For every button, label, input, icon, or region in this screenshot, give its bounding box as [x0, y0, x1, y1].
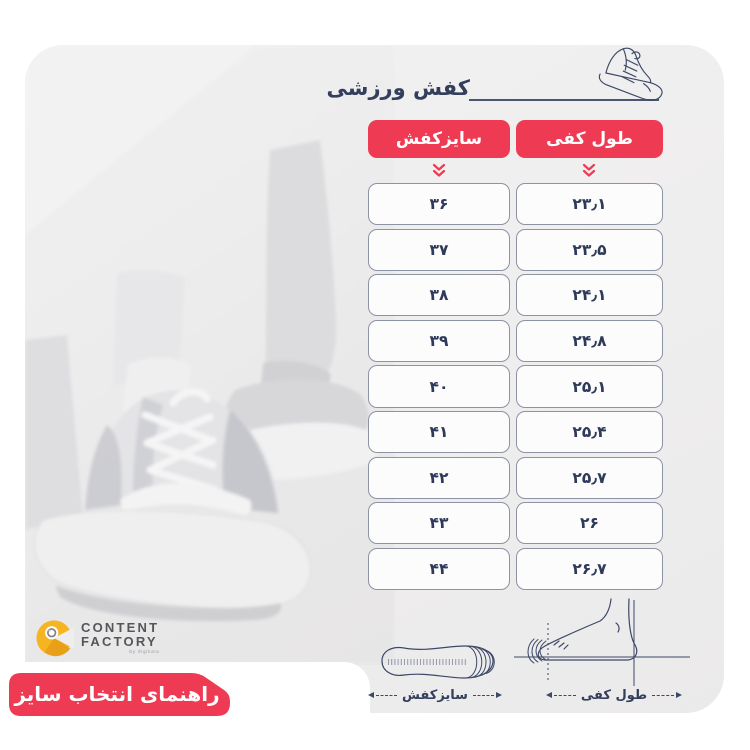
table-row: ۴۰ ۲۵٫۱ [368, 365, 663, 408]
column-header-insole-length: طول کفی [516, 120, 663, 158]
measure-label-text: سایزکفش [402, 687, 468, 703]
banner-ribbon [9, 673, 230, 716]
content-factory-logo: CONTENT FACTORY by digikala [36, 619, 159, 657]
size-cell: ۴۴ [368, 547, 510, 591]
measure-dash [472, 694, 494, 696]
length-cell: ۲۳٫۵ [516, 228, 663, 271]
size-cell: ۳۶ [368, 183, 510, 226]
logo-byline: by digikala [129, 650, 160, 655]
size-cell: ۴۳ [368, 502, 510, 545]
length-cell: ۲۶٫۷ [516, 547, 663, 591]
foot-side-view-icon [514, 598, 690, 686]
logo-line2: FACTORY [81, 634, 158, 649]
table-row: ۳۹ ۲۴٫۸ [368, 319, 663, 363]
double-chevron-down-icon [582, 163, 596, 177]
size-table: ۳۶ ۲۳٫۱ ۳۷ ۲۳٫۵ ۳۸ ۲۴٫۱ ۳۹ ۲۴٫۸ ۴۰ ۲۵٫۱ … [368, 183, 663, 593]
size-cell: ۳۸ [368, 274, 510, 317]
arrow-right-icon [496, 692, 502, 698]
size-cell: ۴۰ [368, 365, 510, 408]
double-chevron-down-icon [432, 163, 446, 177]
page-title: کفش ورزشی [326, 76, 470, 100]
title-leader-line [469, 99, 659, 101]
banner-title: راهنمای انتخاب سایز [14, 682, 220, 706]
sneaker-line-art-icon [598, 47, 663, 101]
measure-label-text: طول کفی [580, 687, 648, 703]
size-cell: ۴۲ [368, 456, 510, 499]
table-row: ۴۱ ۲۵٫۴ [368, 410, 663, 454]
measure-dash [554, 694, 576, 696]
column-header-shoe-size: سایزکفش [368, 120, 510, 158]
faded-sneaker-photo [25, 45, 395, 665]
table-row: ۴۲ ۲۵٫۷ [368, 456, 663, 499]
insole-top-view-icon [381, 645, 495, 679]
foot-measure-label: طول کفی [546, 687, 682, 703]
table-row: ۴۴ ۲۶٫۷ [368, 547, 663, 591]
length-cell: ۲۶ [516, 502, 663, 545]
size-cell: ۴۱ [368, 410, 510, 454]
logo-line1: CONTENT [81, 620, 160, 635]
insole-measure-label: سایزکفش [368, 687, 502, 703]
table-row: ۳۷ ۲۳٫۵ [368, 228, 663, 271]
arrow-left-icon [546, 692, 552, 698]
table-row: ۴۳ ۲۶ [368, 502, 663, 545]
arrow-right-icon [676, 692, 682, 698]
content-factory-c-icon [36, 620, 74, 657]
table-row: ۳۶ ۲۳٫۱ [368, 183, 663, 226]
length-cell: ۲۴٫۱ [516, 274, 663, 317]
table-row: ۳۸ ۲۴٫۱ [368, 274, 663, 317]
size-cell: ۳۹ [368, 319, 510, 363]
measure-dash [376, 694, 398, 696]
length-cell: ۲۴٫۸ [516, 319, 663, 363]
length-cell: ۲۵٫۱ [516, 365, 663, 408]
length-cell: ۲۳٫۱ [516, 183, 663, 226]
arrow-left-icon [368, 692, 374, 698]
length-cell: ۲۵٫۴ [516, 410, 663, 454]
length-cell: ۲۵٫۷ [516, 456, 663, 499]
logo-wordmark: CONTENT FACTORY by digikala [81, 620, 160, 656]
measure-dash [652, 694, 674, 696]
size-cell: ۳۷ [368, 228, 510, 271]
